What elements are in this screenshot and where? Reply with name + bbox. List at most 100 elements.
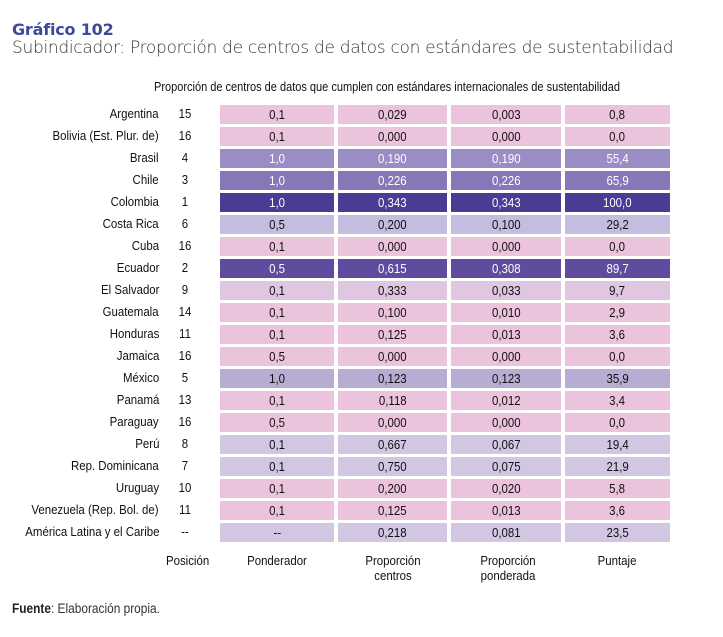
cell-puntaje: 3,4 [565, 391, 670, 410]
cell-value: 0,1 [269, 459, 285, 474]
cell-puntaje: 0,0 [565, 347, 670, 366]
cell-proporcion-centros: 0,226 [338, 171, 447, 190]
cell-proporcion-centros: 0,000 [338, 347, 447, 366]
cell-ponderador: 1,0 [220, 149, 334, 168]
cell-ponderador: 1,0 [220, 171, 334, 190]
cell-value: 0,8 [609, 107, 626, 122]
cell-value: 1,0 [269, 371, 285, 386]
country-label: Panamá [116, 392, 159, 407]
cell-value: 100,0 [603, 195, 632, 210]
position-value: 9 [181, 282, 189, 297]
country-label: Ecuador [116, 260, 159, 275]
position-value: 16 [178, 348, 192, 363]
cell-value: 3,4 [609, 393, 626, 408]
cell-proporcion-centros: 0,000 [338, 127, 447, 146]
cell-proporcion-ponderada: 0,123 [451, 369, 561, 388]
cell-proporcion-centros: 0,100 [338, 303, 447, 322]
cell-proporcion-ponderada: 0,013 [451, 325, 561, 344]
cell-proporcion-ponderada: 0,010 [451, 303, 561, 322]
cell-value: 0,226 [378, 173, 407, 188]
country-label: Perú [134, 436, 159, 451]
cell-value: 0,0 [609, 415, 626, 430]
position-value: 11 [179, 502, 191, 517]
cell-value: 0,000 [378, 349, 407, 364]
cell-proporcion-centros: 0,123 [338, 369, 447, 388]
cell-value: 0,308 [491, 261, 521, 276]
cell-value: 0,1 [269, 481, 285, 496]
cell-ponderador: 1,0 [220, 369, 334, 388]
country-label: El Salvador [100, 282, 159, 297]
cell-value: 0,1 [269, 107, 285, 122]
cell-value: 0,000 [491, 239, 521, 254]
cell-value: 0,125 [378, 327, 407, 342]
cell-ponderador: 0,1 [220, 105, 334, 124]
cell-value: 0,190 [378, 151, 407, 166]
column-header-proporcion-centros: Proporción centros [365, 553, 421, 583]
cell-proporcion-ponderada: 0,081 [451, 523, 561, 542]
cell-puntaje: 21,9 [565, 457, 670, 476]
cell-value: 0,123 [491, 371, 521, 386]
cell-value: 0,029 [378, 107, 407, 122]
position-value: 11 [179, 326, 191, 341]
cell-value: 0,1 [269, 503, 285, 518]
cell-ponderador: 0,5 [220, 215, 334, 234]
cell-ponderador: 0,1 [220, 303, 334, 322]
cell-proporcion-ponderada: 0,067 [451, 435, 561, 454]
cell-ponderador: 0,1 [220, 391, 334, 410]
cell-value: 0,033 [491, 283, 521, 298]
cell-puntaje: 5,8 [565, 479, 670, 498]
cell-ponderador: 0,1 [220, 501, 334, 520]
cell-puntaje: 3,6 [565, 325, 670, 344]
cell-puntaje: 100,0 [565, 193, 670, 212]
cell-value: 0,000 [378, 239, 407, 254]
cell-puntaje: 23,5 [565, 523, 670, 542]
cell-proporcion-ponderada: 0,190 [451, 149, 561, 168]
cell-proporcion-ponderada: 0,000 [451, 347, 561, 366]
column-header-proporcion-ponderada: Proporción ponderada [480, 553, 536, 583]
cell-proporcion-centros: 0,029 [338, 105, 447, 124]
cell-value: 65,9 [606, 173, 629, 188]
cell-value: 0,000 [378, 129, 407, 144]
source-note: Fuente: Elaboración propia. [12, 601, 160, 616]
cell-ponderador: 0,1 [220, 127, 334, 146]
cell-puntaje: 89,7 [565, 259, 670, 278]
cell-value: 9,7 [609, 283, 626, 298]
position-value: 6 [181, 216, 189, 231]
cell-proporcion-ponderada: 0,033 [451, 281, 561, 300]
cell-value: 0,5 [269, 415, 285, 430]
cell-proporcion-centros: 0,000 [338, 413, 447, 432]
cell-proporcion-ponderada: 0,000 [451, 237, 561, 256]
cell-value: 0,1 [269, 327, 285, 342]
cell-value: 0,125 [378, 503, 407, 518]
cell-proporcion-centros: 0,118 [338, 391, 447, 410]
cell-proporcion-ponderada: 0,020 [451, 479, 561, 498]
column-header-puntaje: Puntaje [598, 553, 637, 568]
cell-puntaje: 0,0 [565, 127, 670, 146]
cell-value: 0,000 [378, 415, 407, 430]
cell-value: 0,1 [269, 305, 285, 320]
cell-value: 2,9 [609, 305, 626, 320]
cell-value: 0,343 [491, 195, 521, 210]
cell-puntaje: 2,9 [565, 303, 670, 322]
country-label: Costa Rica [103, 216, 159, 231]
cell-value: 0,000 [491, 415, 521, 430]
position-value: 10 [178, 480, 192, 495]
cell-value: 0,5 [269, 349, 285, 364]
cell-proporcion-centros: 0,125 [338, 325, 447, 344]
cell-value: 29,2 [606, 217, 629, 232]
position-value: 2 [181, 260, 189, 275]
position-value: 13 [178, 392, 192, 407]
cell-ponderador: 0,1 [220, 479, 334, 498]
country-label: Chile [132, 172, 159, 187]
cell-proporcion-centros: 0,615 [338, 259, 447, 278]
cell-proporcion-centros: 0,200 [338, 215, 447, 234]
cell-value: 19,4 [606, 437, 629, 452]
position-value: 5 [181, 370, 189, 385]
country-label: Jamaica [116, 348, 159, 363]
cell-value: 0,615 [378, 261, 407, 276]
cell-ponderador: 0,1 [220, 457, 334, 476]
country-label: Venezuela (Rep. Bol. de) [31, 502, 159, 517]
cell-value: 35,9 [606, 371, 629, 386]
cell-proporcion-centros: 0,000 [338, 237, 447, 256]
cell-proporcion-ponderada: 0,000 [451, 127, 561, 146]
